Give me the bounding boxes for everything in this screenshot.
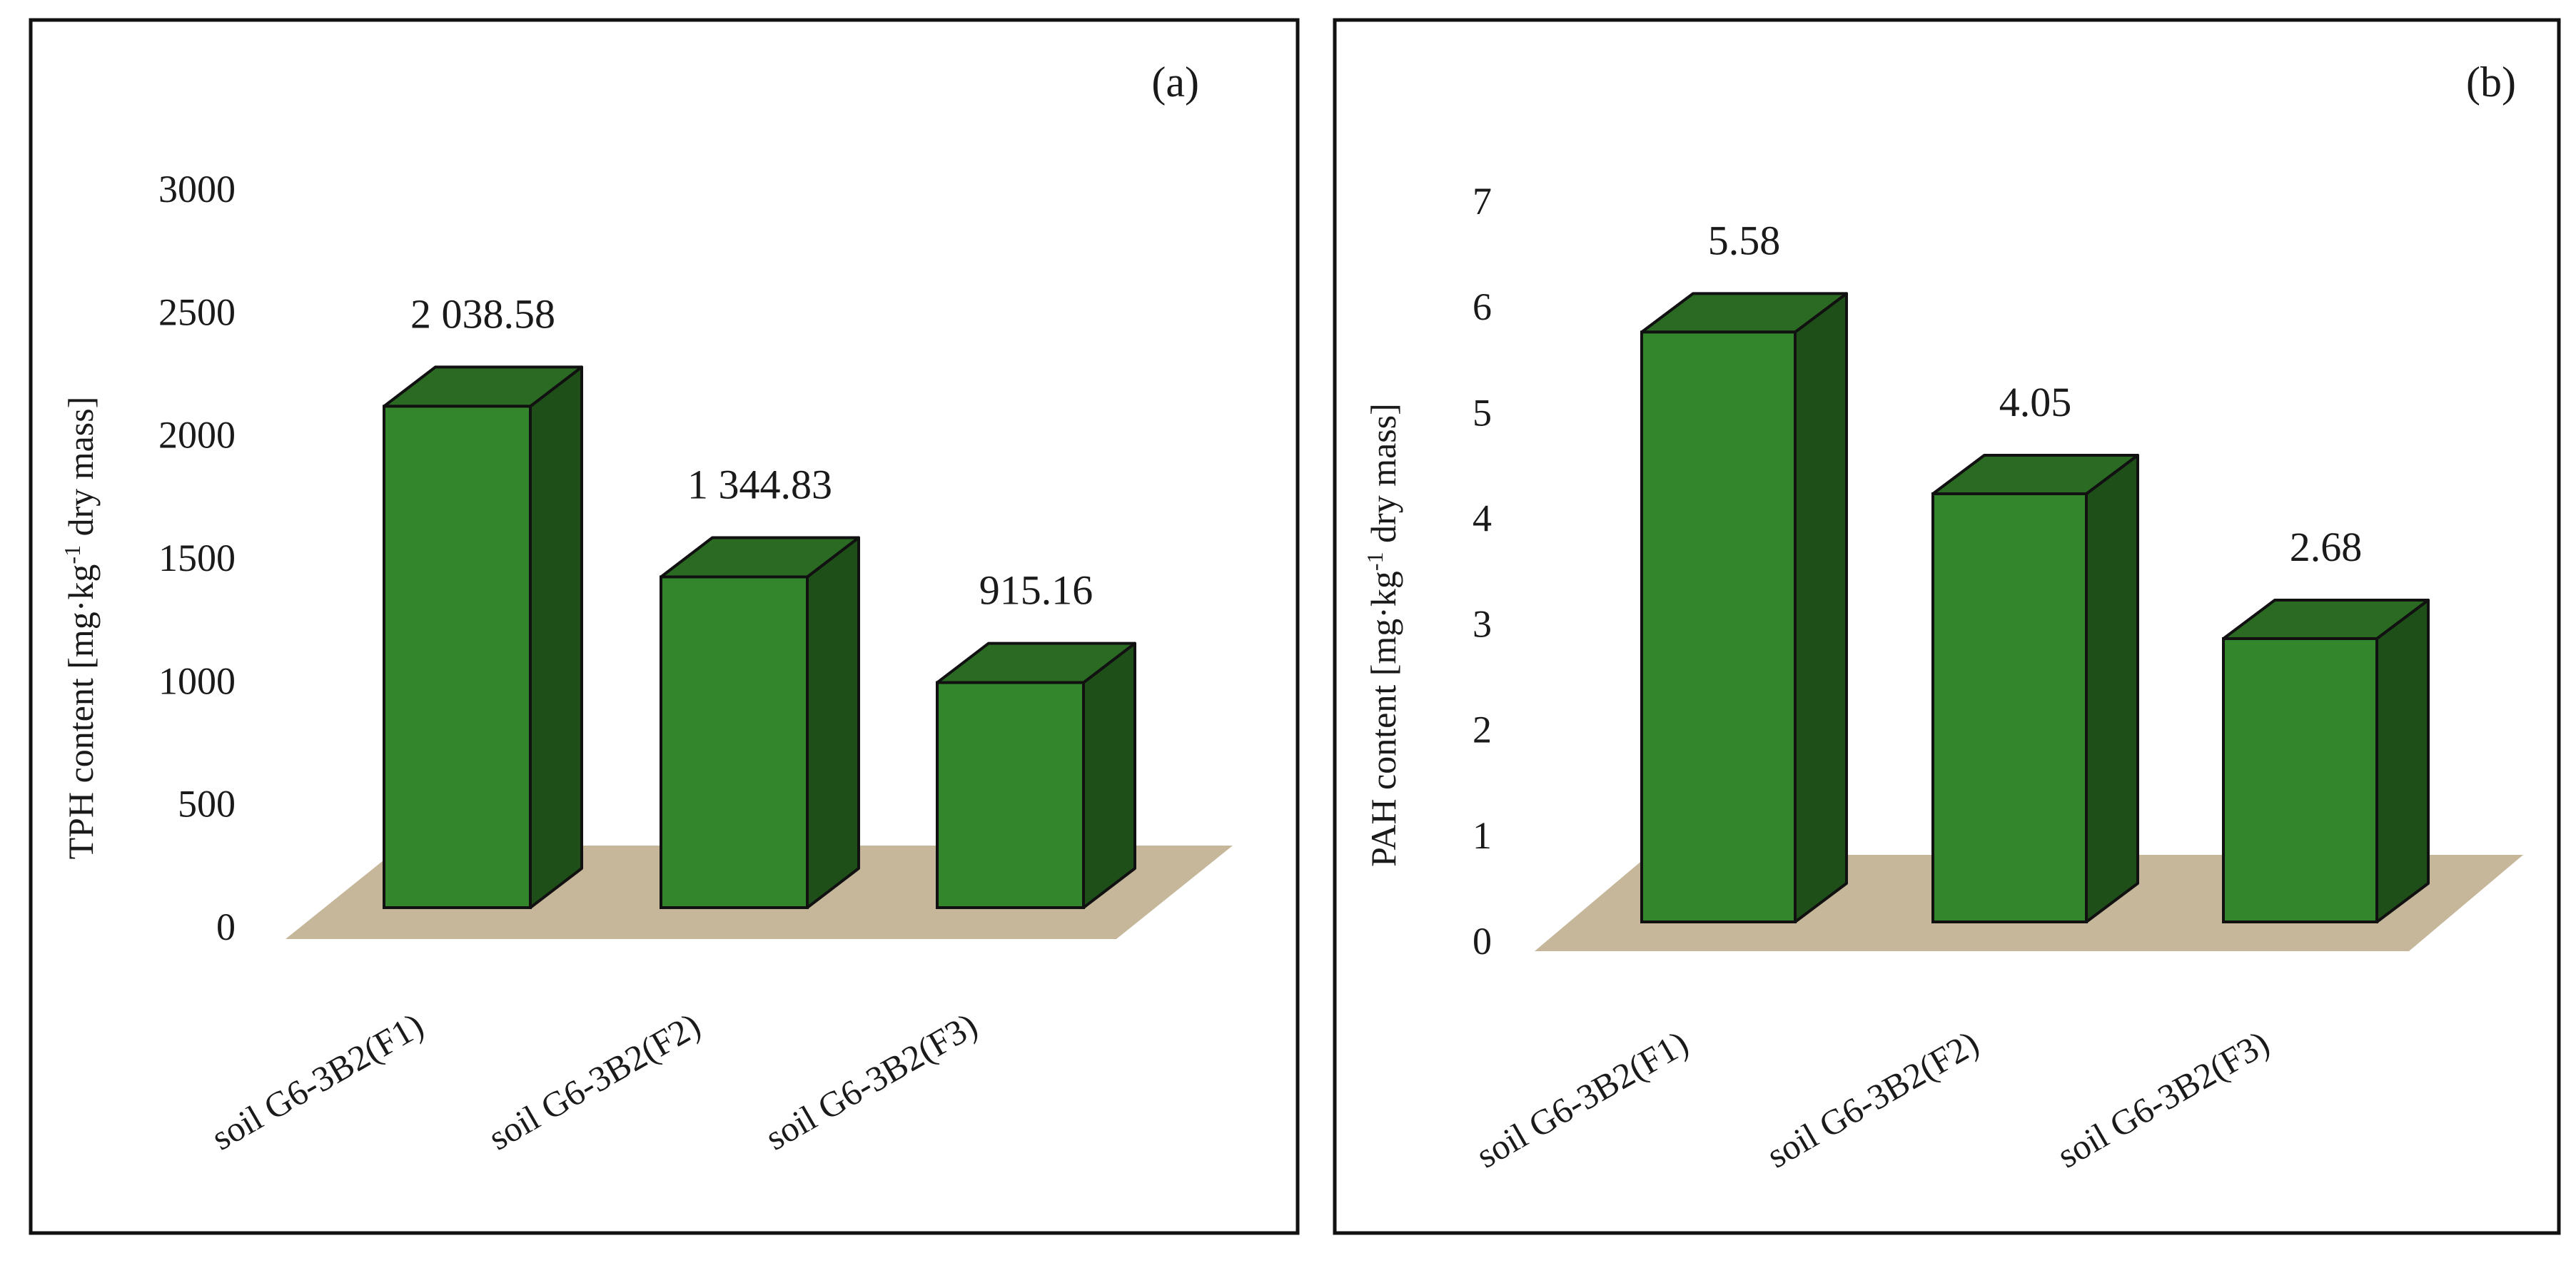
- panel-a-data-label-1: 2 038.58: [410, 290, 555, 337]
- bar-side-face: [1794, 292, 1848, 923]
- panel-b-y-ticks: 0 1 2 3 4 5 6 7: [1473, 180, 1492, 963]
- panel-a-bar-1: [383, 365, 583, 909]
- panel-a-y-tick-label: 1500: [158, 537, 236, 579]
- bar-side-face: [529, 365, 583, 909]
- panel-b-data-labels: 5.58 4.05 2.68: [1708, 217, 2363, 570]
- panel-b-bars: [1640, 292, 2430, 924]
- panel-a-y-ticks: 0 500 1000 1500 2000 2500 3000: [158, 168, 236, 948]
- panel-a: (a) TPH content [mg·kg-1 dry mass] 0 500 1…: [29, 18, 1300, 1235]
- bar-side-face: [2375, 598, 2430, 923]
- panel-a-y-tick-label: 1000: [158, 659, 236, 702]
- panel-b-y-tick-label: 0: [1473, 920, 1492, 963]
- panel-b-y-tick-label: 1: [1473, 814, 1492, 857]
- panel-b-y-axis-title-tail: dry mass]: [1363, 403, 1403, 552]
- bar-side-face: [806, 536, 860, 909]
- panel-b-y-tick-label: 3: [1473, 603, 1492, 646]
- panel-b-label: (b): [2466, 59, 2516, 106]
- panel-a-y-axis-title-main: TPH content [mg·kg: [61, 564, 101, 860]
- panel-a-y-axis-title-sup: -1: [59, 545, 85, 564]
- bar-side-face: [1082, 641, 1136, 909]
- panel-b-y-axis-title-main: PAH content [mg·kg: [1363, 571, 1403, 867]
- panel-a-y-axis-title: TPH content [mg·kg-1 dry mass]: [59, 397, 101, 860]
- bar-front-face: [383, 405, 532, 909]
- panel-a-data-label-3: 915.16: [979, 567, 1093, 614]
- panel-a-y-tick-label: 0: [216, 906, 236, 948]
- panel-a-y-tick-label: 3000: [158, 168, 236, 210]
- bar-front-face: [660, 575, 809, 909]
- panel-b-y-tick-label: 5: [1473, 391, 1492, 434]
- panel-b-y-tick-label: 6: [1473, 285, 1492, 328]
- panel-a-bar-2: [660, 536, 860, 909]
- panel-b-data-label-3: 2.68: [2290, 524, 2363, 570]
- panel-a-y-tick-label: 2500: [158, 290, 236, 333]
- panel-b-bar-3: [2222, 598, 2430, 924]
- panel-b: (b) PAH content [mg·kg-1 dry mass] 0 1 2 3 4…: [1333, 18, 2561, 1235]
- bar-front-face: [1640, 330, 1797, 923]
- panel-b-y-axis-title: PAH content [mg·kg-1 dry mass]: [1362, 403, 1403, 867]
- bar-front-face: [2222, 636, 2378, 924]
- panel-b-data-label-2: 4.05: [1999, 379, 2072, 425]
- panel-b-bar-2: [1931, 454, 2139, 923]
- panel-a-data-labels: 2 038.58 1 344.83 915.16: [410, 290, 1093, 613]
- bar-side-face: [2085, 454, 2139, 923]
- panel-b-y-axis-title-sup: -1: [1362, 552, 1388, 571]
- panel-a-y-tick-label: 500: [178, 783, 236, 826]
- bar-front-face: [1931, 492, 2088, 923]
- panel-b-bar-1: [1640, 292, 1848, 923]
- bar-front-face: [936, 681, 1085, 909]
- panel-a-data-label-2: 1 344.83: [687, 461, 832, 507]
- panel-a-bars: [383, 365, 1136, 909]
- panel-b-y-tick-label: 7: [1473, 180, 1492, 223]
- panel-b-y-tick-label: 4: [1473, 497, 1492, 539]
- panel-a-y-axis-title-tail: dry mass]: [61, 397, 101, 545]
- panel-a-y-tick-label: 2000: [158, 414, 236, 457]
- panel-b-y-tick-label: 2: [1473, 709, 1492, 751]
- panel-a-label: (a): [1151, 59, 1199, 106]
- panel-b-data-label-1: 5.58: [1708, 217, 1781, 263]
- panel-a-bar-3: [936, 641, 1136, 909]
